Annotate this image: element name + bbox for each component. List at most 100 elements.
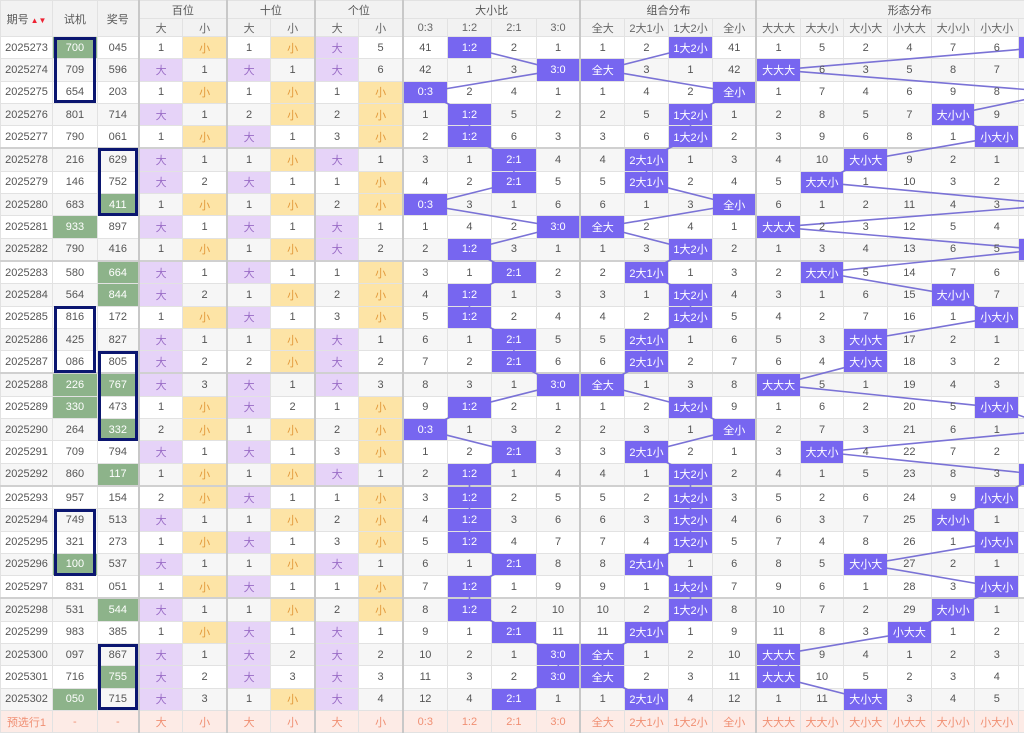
- hundreds-small-cell: 1: [183, 441, 227, 463]
- shape-bbs-cell: 4: [800, 531, 844, 553]
- preselect-option[interactable]: 大大小: [800, 710, 844, 732]
- shape-bsb-value: 1: [844, 581, 887, 593]
- hundreds-big-value: 2: [140, 492, 183, 504]
- shape-bbs-cell: 5: [800, 373, 844, 396]
- preselect-option[interactable]: 大小大: [844, 710, 888, 732]
- units-big-cell: 大: [315, 644, 359, 666]
- combo-all-big-cell: 3: [580, 126, 624, 149]
- combo-all-big-value: 3: [581, 131, 624, 143]
- tens-small-value: 1: [271, 64, 314, 76]
- combo-all-big-value: 1: [581, 693, 624, 705]
- tens-small-cell: 2: [271, 396, 315, 418]
- preselect-option[interactable]: 大: [139, 710, 183, 732]
- units-big-value: 1: [316, 401, 359, 413]
- preselect-option[interactable]: 大小小: [931, 710, 975, 732]
- shape-sbb-cell: 21: [888, 419, 932, 441]
- ratio-3-0-value: 4: [537, 154, 580, 166]
- preselect-option[interactable]: 小小大: [1019, 710, 1024, 732]
- units-big-cell: 3: [315, 441, 359, 463]
- ratio-1-2-cell: 1:2: [447, 486, 491, 509]
- test-number-cell: 086: [53, 351, 98, 374]
- combo-1big-2small-value: 3: [669, 671, 712, 683]
- units-big-cell: 大: [315, 621, 359, 643]
- units-big-cell: 1: [315, 486, 359, 509]
- preselect-option[interactable]: 大: [315, 710, 359, 732]
- preselect-option[interactable]: 2:1: [492, 710, 536, 732]
- preselect-option[interactable]: 小: [271, 710, 315, 732]
- preselect-option[interactable]: 小大小: [975, 710, 1019, 732]
- units-small-value: 3: [359, 379, 402, 391]
- shape-bbb-cell: 1: [756, 688, 800, 710]
- ratio-2-1-value: 2:1: [492, 351, 535, 372]
- combo-2big-1small-value: 1: [625, 379, 668, 391]
- preselect-option[interactable]: 小: [359, 710, 403, 732]
- sort-up-down-icon[interactable]: ▲▼: [31, 16, 47, 25]
- hundreds-small-value: 1: [183, 514, 226, 526]
- hundreds-big-cell: 1: [139, 37, 183, 59]
- units-big-value: 1: [316, 492, 359, 504]
- tens-small-cell: 小: [271, 598, 315, 621]
- period-value: 2025289: [1, 401, 52, 413]
- tens-big-value: 1: [228, 468, 271, 480]
- ratio-3-0-cell: 5: [536, 486, 580, 509]
- group-header-combo: 组合分布: [580, 1, 756, 19]
- ratio-1-2-value: 1:2: [448, 509, 491, 530]
- hundreds-big-cell: 大: [139, 441, 183, 463]
- combo-2big-1small-value: 2: [625, 492, 668, 504]
- hundreds-small-cell: 3: [183, 373, 227, 396]
- sub-header: 小大大: [888, 19, 932, 37]
- test-number-cell: 226: [53, 373, 98, 396]
- hundreds-big-cell: 大: [139, 103, 183, 125]
- shape-bss-cell: 9: [931, 486, 975, 509]
- ratio-3-0-cell: 7: [536, 531, 580, 553]
- preselect-option[interactable]: 0:3: [403, 710, 447, 732]
- preselect-option[interactable]: 3:0: [536, 710, 580, 732]
- winning-number-cell: 045: [97, 37, 139, 59]
- test-number-value: 580: [53, 267, 97, 279]
- shape-bbs-cell: 4: [800, 351, 844, 374]
- shape-sbs-cell: 小大小: [975, 486, 1019, 509]
- tens-big-value: 大: [228, 397, 271, 418]
- winning-number-value: 664: [98, 262, 138, 283]
- combo-all-big-cell: 全大: [580, 666, 624, 688]
- shape-sbb-cell: 11: [888, 194, 932, 216]
- shape-bsb-value: 5: [844, 468, 887, 480]
- combo-all-small-value: 8: [713, 604, 756, 616]
- test-number-cell: 683: [53, 194, 98, 216]
- period-value: 2025300: [1, 649, 52, 661]
- shape-ssb-cell: 6: [1019, 373, 1024, 396]
- preselect-option[interactable]: 2大1小: [624, 710, 668, 732]
- preselect-option[interactable]: 大大大: [756, 710, 800, 732]
- tens-small-cell: 1: [271, 261, 315, 284]
- ratio-2-1-value: 2:1: [492, 441, 535, 462]
- units-small-cell: 2: [359, 351, 403, 374]
- ratio-0-3-value: 7: [404, 356, 447, 368]
- winning-number-value: 117: [98, 464, 138, 485]
- ratio-0-3-value: 0:3: [404, 82, 447, 103]
- test-number-cell: 216: [53, 148, 98, 171]
- preselect-option[interactable]: 小: [183, 710, 227, 732]
- hundreds-big-cell: 大: [139, 351, 183, 374]
- shape-ssb-cell: 小小大: [1019, 238, 1024, 261]
- ratio-2-1-cell: 6: [492, 126, 536, 149]
- ratio-0-3-value: 4: [404, 289, 447, 301]
- preselect-option[interactable]: 全小: [712, 710, 756, 732]
- units-big-cell: 3: [315, 531, 359, 553]
- combo-2big-1small-value: 6: [625, 131, 668, 143]
- shape-sbs-value: 小大小: [975, 307, 1018, 328]
- preselect-option[interactable]: 1:2: [447, 710, 491, 732]
- preselect-option[interactable]: 全大: [580, 710, 624, 732]
- ratio-1-2-value: 1: [448, 267, 491, 279]
- shape-bss-value: 8: [932, 64, 975, 76]
- tens-small-cell: 1: [271, 306, 315, 328]
- preselect-option[interactable]: 1大2小: [668, 710, 712, 732]
- period-header-label: 期号: [7, 14, 29, 26]
- period-value: 2025291: [1, 446, 52, 458]
- test-number-cell: 580: [53, 261, 98, 284]
- preselect-option[interactable]: 大: [227, 710, 271, 732]
- preselect-option[interactable]: 小大大: [888, 710, 932, 732]
- combo-1big-2small-cell: 4: [668, 688, 712, 710]
- period-header[interactable]: 期号▲▼: [1, 1, 53, 37]
